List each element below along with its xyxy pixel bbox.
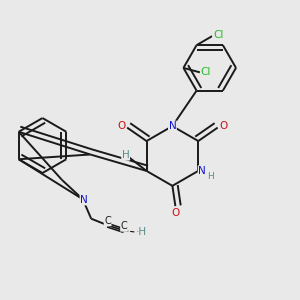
- Text: H: H: [122, 150, 130, 160]
- Text: C: C: [121, 221, 128, 231]
- Text: Cl: Cl: [213, 30, 223, 40]
- Text: O: O: [118, 121, 126, 130]
- Text: N: N: [198, 166, 206, 176]
- Text: C: C: [104, 216, 111, 226]
- Text: O: O: [219, 121, 227, 130]
- Text: O: O: [172, 208, 180, 218]
- Text: ·H: ·H: [136, 226, 147, 236]
- Text: N: N: [169, 121, 176, 131]
- Text: N: N: [80, 195, 88, 205]
- Text: Cl: Cl: [201, 68, 211, 77]
- Text: H: H: [207, 172, 214, 181]
